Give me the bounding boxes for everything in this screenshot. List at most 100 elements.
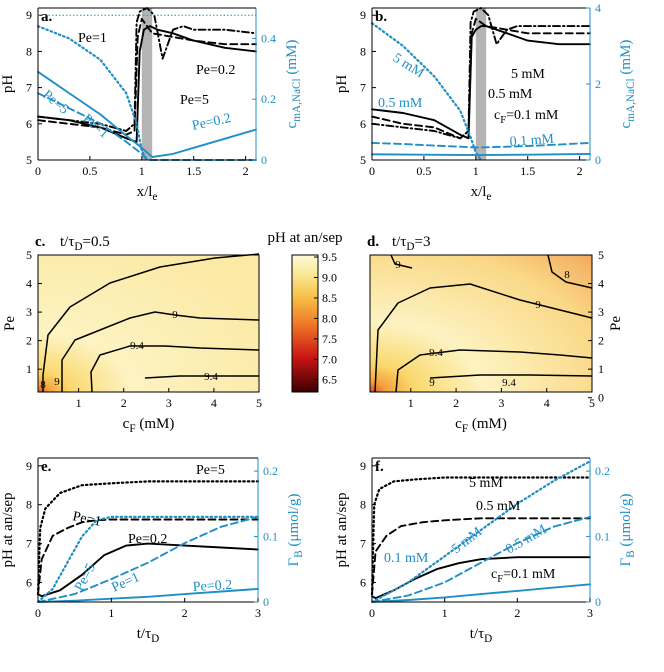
panel-f: 0 1 2 3 6 7 8 9 0 0.1 0.2 t/τD pH at an/sep ΓB (μmol/…: [334, 457, 637, 645]
contour-label: 9: [429, 377, 435, 389]
y-tick-label: 5: [360, 153, 366, 167]
x-axis-title: cF (mM): [455, 416, 507, 435]
panel-a: 0 0.5 1 1.5 2 5 6 7 8 9 0 0.2 0.4 x/le pH cmA,NaCl (mM)…: [0, 7, 303, 203]
x-tick-label: 2: [121, 396, 127, 410]
y2-axis-title: ΓB (μmol/g): [286, 494, 305, 567]
y-axis-title: pH at an/sep: [334, 493, 350, 568]
x-tick-label: 0.5: [82, 164, 97, 178]
x-tick-label: 1: [139, 164, 145, 178]
annotation-label: 5 mM: [390, 51, 427, 82]
series-line-ph-pe-1: [37, 518, 259, 596]
y2-tick-label: 0.2: [263, 464, 278, 478]
y2-tick-label: 0: [261, 153, 267, 167]
panel-label: c.: [35, 234, 46, 250]
x-tick-label: 1: [473, 164, 479, 178]
y-tick-label: 3: [598, 305, 604, 319]
y-tick-label: 6: [360, 576, 366, 590]
annotation-label: 0.5 mM: [488, 87, 533, 102]
annotation-label: Pe=0.2: [191, 111, 233, 134]
annotation-label: Pe=1: [79, 112, 111, 142]
series-line-c-pe-5: [36, 25, 149, 162]
series-line-c-pe-0.2: [37, 70, 257, 158]
panel-label: e.: [41, 459, 52, 475]
y-tick-label: 9: [26, 8, 32, 22]
x-tick-label: 0: [369, 606, 375, 620]
panel-title: t/τD=3: [392, 234, 430, 253]
y-axis-title: pH: [0, 75, 16, 94]
contour-label: 9: [54, 376, 60, 388]
y2-axis-title: cmA,NaCl (mM): [284, 40, 303, 129]
y-tick-label: 8: [26, 498, 32, 512]
series-line--0.1-mm: [371, 583, 591, 603]
x-tick-label: 1: [76, 396, 82, 410]
x-tick-label: 4: [211, 396, 217, 410]
series-line-c-5-mm: [370, 22, 483, 162]
y2-tick-label: 0.4: [261, 31, 276, 45]
separator-band: [141, 8, 153, 160]
y-tick-label: 7: [360, 537, 366, 551]
y-tick-label: 8: [360, 498, 366, 512]
colorbar-tick-label: 8.0: [322, 311, 337, 325]
series-line--5-mm: [370, 460, 592, 604]
y-axis-title: Pe: [2, 316, 18, 331]
x-tick-label: 0.5: [416, 164, 431, 178]
y-axis-title: Pe: [608, 316, 624, 331]
annotation-label: 0.1 mM: [509, 132, 555, 150]
x-tick-label: 5: [256, 396, 262, 410]
series-line-ph-0.1-mm: [371, 25, 591, 140]
x-axis-title: t/τD: [470, 626, 493, 645]
annotation-label: 5 mM: [511, 67, 545, 82]
y2-tick-label: 0: [263, 595, 269, 609]
contour-label: 9.4: [429, 347, 443, 359]
x-axis-title: t/τD: [137, 626, 160, 645]
series-line--pe-1: [37, 515, 259, 603]
y-tick-label: 6: [26, 117, 32, 131]
y-tick-label: 2: [598, 334, 604, 348]
x-tick-label: 2: [182, 606, 188, 620]
contour-line: [395, 349, 593, 393]
x-tick-label: 2: [577, 164, 583, 178]
series-line-ph-5-mm: [370, 476, 592, 596]
annotation-label: Pe=0.2: [196, 63, 235, 78]
contour-line: [390, 254, 413, 269]
x-tick-label: 1: [408, 396, 414, 410]
x-tick-label: 5: [589, 396, 595, 410]
contour-line: [547, 254, 593, 289]
y-tick-label: 7: [26, 537, 32, 551]
x-tick-label: 1.5: [186, 164, 201, 178]
contour-label: 9: [535, 299, 541, 311]
y-tick-label: 4: [26, 277, 32, 291]
y2-axis-title: ΓB (μmol/g): [618, 494, 637, 567]
y-tick-label: 6: [360, 117, 366, 131]
x-tick-label: 1: [108, 606, 114, 620]
panel-e: 0 1 2 3 6 7 8 9 0 0.1 0.2 t/τD pH at an/sep ΓB (μmol/…: [0, 457, 305, 645]
contour-label: 8: [40, 379, 46, 391]
x-tick-label: 1: [442, 606, 448, 620]
annotation-label: cF=0.1 mM: [491, 567, 556, 585]
y2-tick-label: 0: [595, 153, 601, 167]
contour-label: 9.4: [130, 340, 144, 352]
y-tick-label: 5: [26, 248, 32, 262]
y2-axis-title: cmA,NaCl (mM): [618, 40, 637, 129]
annotation-label: Pe=1: [110, 570, 143, 595]
contour-label: 9.4: [204, 371, 218, 383]
annotation-label: Pe=0.2: [128, 532, 167, 547]
series-line-ph-pe-0.2: [37, 542, 259, 598]
x-tick-label: 0: [369, 164, 375, 178]
y-tick-label: 7: [26, 81, 32, 95]
x-tick-label: 0: [35, 164, 41, 178]
y-tick-label: 9: [360, 459, 366, 473]
series-line-ph-0.5-mm: [371, 17, 591, 140]
annotation-label: Pe=1: [78, 31, 107, 46]
x-tick-label: 0: [35, 606, 41, 620]
series-line-ph-0.1-mm: [371, 556, 591, 600]
contour-line: [42, 253, 260, 392]
heatmap-frame: [369, 254, 593, 393]
heatmap-frame: [37, 254, 260, 393]
colorbar-tick-label: 8.5: [322, 291, 337, 305]
x-tick-label: 1.5: [520, 164, 535, 178]
x-tick-label: 2: [514, 606, 520, 620]
y2-tick-label: 0.1: [263, 530, 278, 544]
